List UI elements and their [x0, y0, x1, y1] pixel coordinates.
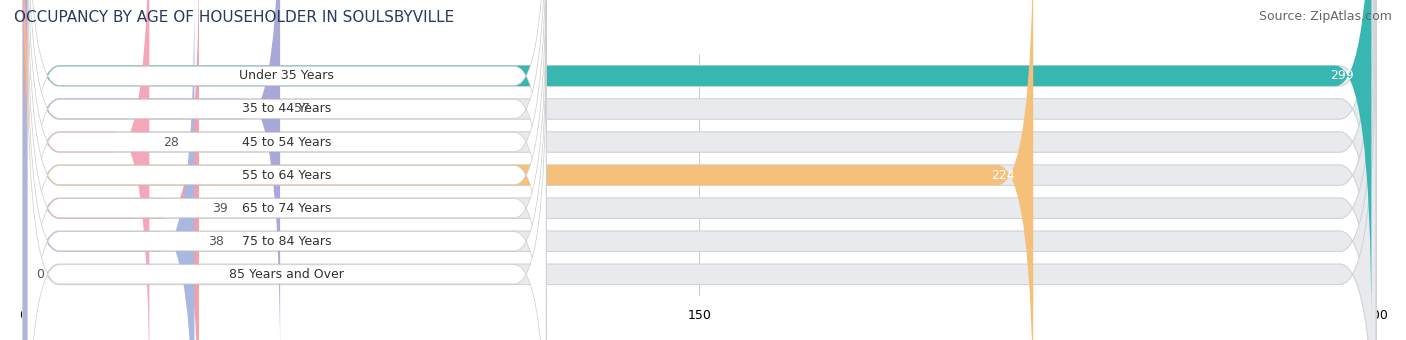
FancyBboxPatch shape: [22, 0, 1376, 340]
Text: OCCUPANCY BY AGE OF HOUSEHOLDER IN SOULSBYVILLE: OCCUPANCY BY AGE OF HOUSEHOLDER IN SOULS…: [14, 10, 454, 25]
FancyBboxPatch shape: [22, 0, 1376, 340]
FancyBboxPatch shape: [28, 0, 546, 298]
FancyBboxPatch shape: [28, 0, 546, 340]
Text: 38: 38: [208, 235, 224, 248]
Text: Source: ZipAtlas.com: Source: ZipAtlas.com: [1258, 10, 1392, 23]
Text: 0: 0: [37, 268, 45, 281]
Text: 28: 28: [163, 136, 179, 149]
FancyBboxPatch shape: [22, 0, 1376, 340]
Text: 45 to 54 Years: 45 to 54 Years: [242, 136, 332, 149]
FancyBboxPatch shape: [22, 0, 1376, 340]
FancyBboxPatch shape: [22, 0, 280, 340]
FancyBboxPatch shape: [22, 0, 1376, 330]
Text: 35 to 44 Years: 35 to 44 Years: [242, 102, 332, 116]
FancyBboxPatch shape: [28, 19, 546, 340]
FancyBboxPatch shape: [28, 0, 546, 340]
FancyBboxPatch shape: [28, 0, 546, 340]
FancyBboxPatch shape: [22, 20, 1376, 340]
Text: 299: 299: [1330, 69, 1354, 82]
FancyBboxPatch shape: [22, 0, 194, 340]
FancyBboxPatch shape: [22, 0, 198, 340]
Text: 85 Years and Over: 85 Years and Over: [229, 268, 344, 281]
Text: 75 to 84 Years: 75 to 84 Years: [242, 235, 332, 248]
FancyBboxPatch shape: [22, 0, 1371, 330]
FancyBboxPatch shape: [22, 0, 1376, 340]
Text: 39: 39: [212, 202, 228, 215]
FancyBboxPatch shape: [22, 0, 149, 340]
FancyBboxPatch shape: [22, 0, 1033, 340]
Text: 65 to 74 Years: 65 to 74 Years: [242, 202, 332, 215]
FancyBboxPatch shape: [28, 52, 546, 340]
Text: 224: 224: [991, 169, 1015, 182]
Text: 57: 57: [294, 102, 309, 116]
Text: Under 35 Years: Under 35 Years: [239, 69, 335, 82]
FancyBboxPatch shape: [28, 0, 546, 331]
Text: 55 to 64 Years: 55 to 64 Years: [242, 169, 332, 182]
